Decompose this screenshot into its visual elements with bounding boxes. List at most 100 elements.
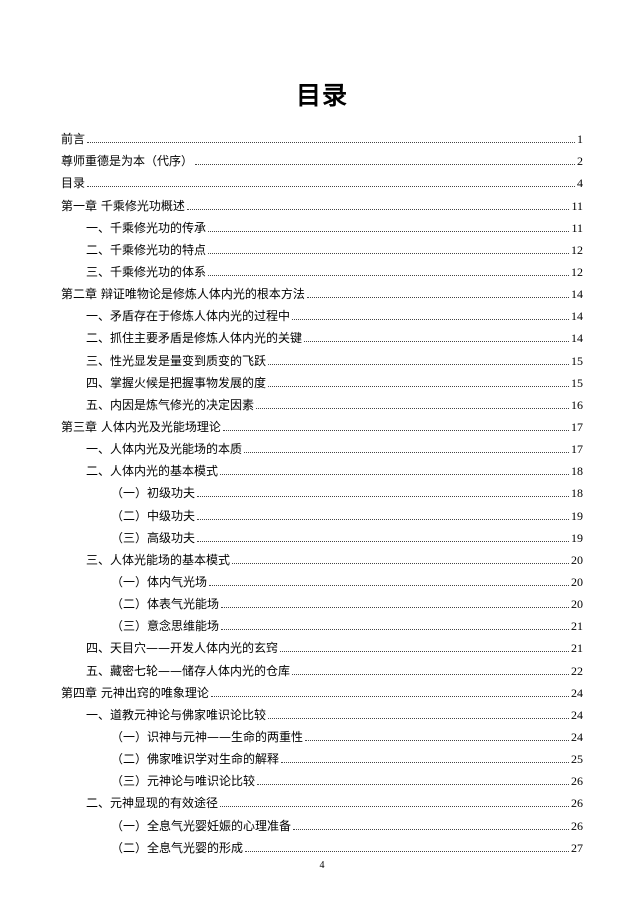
toc-entry-page: 19 xyxy=(571,508,583,523)
toc-entry-label: 四、掌握火候是把握事物发展的度 xyxy=(86,375,267,390)
toc-entry[interactable]: 目录 4 xyxy=(61,170,583,192)
toc-entry-page: 18 xyxy=(571,464,583,479)
toc-entry-label: 一、道教元神论与佛家唯识论比较 xyxy=(86,707,267,722)
toc-entry-page: 24 xyxy=(571,729,583,744)
toc-entry-page: 14 xyxy=(571,287,583,302)
toc-entry[interactable]: 四、掌握火候是把握事物发展的度 15 xyxy=(61,370,583,392)
dot-leader xyxy=(244,452,569,454)
dot-leader xyxy=(280,651,569,653)
toc-entry-label: （二）佛家唯识学对生命的解释 xyxy=(111,752,280,767)
toc-entry[interactable]: （三）元神论与唯识论比较 26 xyxy=(61,768,583,790)
toc-entry-page: 21 xyxy=(571,641,583,656)
toc-entry[interactable]: 二、元神显现的有效途径 26 xyxy=(61,790,583,812)
toc-entry-page: 26 xyxy=(571,774,583,789)
toc-entry[interactable]: （三）高级功夫 19 xyxy=(61,525,583,547)
toc-entry-label: 一、矛盾存在于修炼人体内光的过程中 xyxy=(86,309,291,324)
toc-entry[interactable]: 五、藏密七轮——储存人体内光的仓库 22 xyxy=(61,657,583,679)
toc-entry-label: 三、人体光能场的基本模式 xyxy=(86,552,231,567)
toc-entry[interactable]: 二、千乘修光功的特点 12 xyxy=(61,237,583,259)
toc-entry-label: 五、藏密七轮——储存人体内光的仓库 xyxy=(86,663,291,678)
toc-entry[interactable]: 五、内因是炼气修光的决定因素 16 xyxy=(61,392,583,414)
toc-entry-label: 三、千乘修光功的体系 xyxy=(86,264,207,279)
toc-entry-label: 第三章 人体内光及光能场理论 xyxy=(61,419,221,434)
toc-entry-label: 一、千乘修光功的传承 xyxy=(86,220,207,235)
dot-leader xyxy=(87,186,575,188)
toc-entry-page: 27 xyxy=(571,840,583,855)
dot-leader xyxy=(222,429,569,431)
toc-entry-label: 二、元神显现的有效途径 xyxy=(86,796,219,811)
toc-entry-page: 14 xyxy=(571,309,583,324)
toc-entry[interactable]: 三、人体光能场的基本模式 20 xyxy=(61,547,583,569)
dot-leader xyxy=(186,208,570,210)
toc-entry[interactable]: 第二章 辩证唯物论是修炼人体内光的根本方法 14 xyxy=(61,281,583,303)
dot-leader xyxy=(220,806,569,808)
toc-entry[interactable]: （一）初级功夫 18 xyxy=(61,480,583,502)
toc-entry-page: 14 xyxy=(571,331,583,346)
toc-entry-label: 四、天目穴——开发人体内光的玄窍 xyxy=(86,641,279,656)
toc-entry[interactable]: 尊师重德是为本（代序） 2 xyxy=(61,148,583,170)
toc-entry-page: 17 xyxy=(571,419,583,434)
toc-entry-label: （三）元神论与唯识论比较 xyxy=(111,774,256,789)
toc-entry-page: 11 xyxy=(571,220,583,235)
dot-leader xyxy=(245,850,569,852)
toc-entry[interactable]: 四、天目穴——开发人体内光的玄窍 21 xyxy=(61,635,583,657)
toc-entry-label: 前言 xyxy=(61,132,86,147)
toc-entry[interactable]: （二）全息气光婴的形成 27 xyxy=(61,835,583,857)
dot-leader xyxy=(292,673,569,675)
dot-leader xyxy=(281,762,569,764)
toc-entry[interactable]: 二、抓住主要矛盾是修炼人体内光的关键 14 xyxy=(61,325,583,347)
toc-entry-label: （二）体表气光能场 xyxy=(111,597,220,612)
toc-entry-page: 2 xyxy=(577,154,583,169)
toc-entry[interactable]: 一、人体内光及光能场的本质 17 xyxy=(61,436,583,458)
toc-entry[interactable]: （一）全息气光婴妊娠的心理准备 26 xyxy=(61,812,583,834)
toc-entry-page: 20 xyxy=(571,552,583,567)
toc-entry-page: 24 xyxy=(571,685,583,700)
toc-entry-label: 目录 xyxy=(61,176,86,191)
dot-leader xyxy=(208,274,569,276)
toc-entry-page: 4 xyxy=(577,176,583,191)
toc-entry-page: 20 xyxy=(571,597,583,612)
toc-entry[interactable]: 前言 1 xyxy=(61,126,583,148)
dot-leader xyxy=(232,562,569,564)
toc-entry[interactable]: 第三章 人体内光及光能场理论 17 xyxy=(61,414,583,436)
toc-entry[interactable]: 二、人体内光的基本模式 18 xyxy=(61,458,583,480)
dot-leader xyxy=(268,385,569,387)
toc-entry-page: 12 xyxy=(571,242,583,257)
toc-entry-label: 二、抓住主要矛盾是修炼人体内光的关键 xyxy=(86,331,303,346)
dot-leader xyxy=(210,695,569,697)
toc-entry-label: 三、性光显发是量变到质变的飞跃 xyxy=(86,353,267,368)
toc-entry[interactable]: 三、性光显发是量变到质变的飞跃 15 xyxy=(61,347,583,369)
toc-entry-page: 18 xyxy=(571,486,583,501)
toc-entry-label: 第四章 元神出窍的唯象理论 xyxy=(61,685,209,700)
dot-leader xyxy=(292,319,569,321)
dot-leader xyxy=(197,518,569,520)
toc-entry[interactable]: 三、千乘修光功的体系 12 xyxy=(61,259,583,281)
toc-entry[interactable]: （二）佛家唯识学对生命的解释 25 xyxy=(61,746,583,768)
toc-entry[interactable]: 一、千乘修光功的传承 11 xyxy=(61,215,583,237)
dot-leader xyxy=(293,828,569,830)
toc-entry-page: 25 xyxy=(571,752,583,767)
toc-entry-page: 26 xyxy=(571,818,583,833)
toc-entry-label: 二、人体内光的基本模式 xyxy=(86,464,219,479)
toc-entry[interactable]: 第四章 元神出窍的唯象理论 24 xyxy=(61,680,583,702)
toc-entry-page: 15 xyxy=(571,375,583,390)
toc-entry[interactable]: 第一章 千乘修光功概述 11 xyxy=(61,192,583,214)
toc-entry-label: （一）识神与元神——生命的两重性 xyxy=(111,729,304,744)
toc-entry-page: 12 xyxy=(571,264,583,279)
dot-leader xyxy=(221,607,569,609)
toc-entry-page: 26 xyxy=(571,796,583,811)
toc-entry-page: 19 xyxy=(571,530,583,545)
toc-entry[interactable]: 一、道教元神论与佛家唯识论比较 24 xyxy=(61,702,583,724)
toc-entry-label: 一、人体内光及光能场的本质 xyxy=(86,442,243,457)
dot-leader xyxy=(197,540,569,542)
page-number: 4 xyxy=(319,860,325,871)
toc-entry-label: （一）初级功夫 xyxy=(111,486,196,501)
dot-leader xyxy=(195,164,575,166)
toc-entry[interactable]: （三）意念思维能场 21 xyxy=(61,613,583,635)
dot-leader xyxy=(256,407,569,409)
toc-entry[interactable]: （一）识神与元神——生命的两重性 24 xyxy=(61,724,583,746)
toc-entry[interactable]: （二）中级功夫 19 xyxy=(61,502,583,524)
toc-entry[interactable]: 一、矛盾存在于修炼人体内光的过程中 14 xyxy=(61,303,583,325)
toc-entry[interactable]: （二）体表气光能场 20 xyxy=(61,591,583,613)
toc-entry[interactable]: （一）体内气光场 20 xyxy=(61,569,583,591)
